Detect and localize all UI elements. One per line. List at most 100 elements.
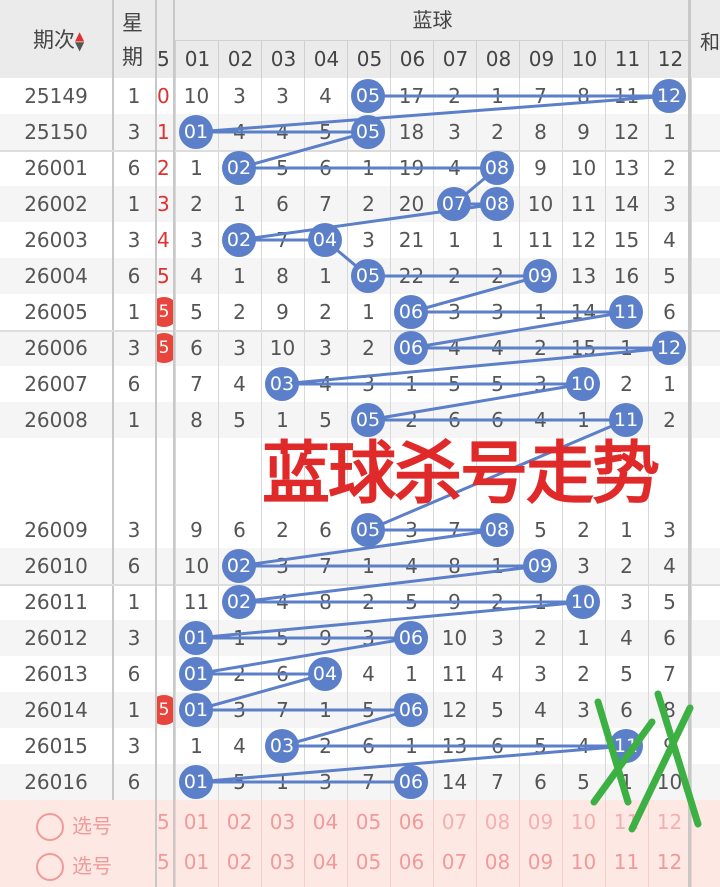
weekday: 6 (127, 662, 141, 686)
blue-ball[interactable]: 06 (394, 693, 428, 727)
miss-count: 6 (190, 336, 203, 360)
pick-number-02[interactable]: 02 (226, 850, 253, 874)
blue-ball[interactable]: 06 (394, 621, 428, 655)
column-divider (691, 0, 692, 800)
blue-ball[interactable]: 05 (351, 259, 385, 293)
table-row[interactable] (0, 222, 720, 258)
miss-count: 4 (319, 84, 332, 108)
column-divider (347, 800, 348, 887)
blue-ball[interactable]: 11 (609, 295, 643, 329)
blue-ball[interactable]: 06 (394, 295, 428, 329)
pick-number-10[interactable]: 10 (570, 810, 597, 834)
weekday: 6 (127, 770, 141, 794)
pick-number-06[interactable]: 06 (398, 810, 425, 834)
blue-ball[interactable]: 01 (179, 693, 213, 727)
blue-ball[interactable]: 06 (394, 765, 428, 799)
partial-value: 5 (157, 264, 170, 288)
blue-ball[interactable]: 08 (480, 187, 514, 221)
pick-number-02[interactable]: 02 (226, 810, 253, 834)
miss-count: 1 (405, 662, 418, 686)
pick-partial[interactable]: 5 (157, 810, 170, 834)
blue-ball[interactable]: 05 (351, 115, 385, 149)
pick-label[interactable]: 选号 (72, 854, 112, 878)
table-row[interactable] (0, 656, 720, 692)
pick-radio[interactable] (36, 853, 64, 881)
blue-ball[interactable]: 04 (308, 223, 342, 257)
blue-ball[interactable]: 05 (351, 403, 385, 437)
overlay-title: 蓝球杀号走势 (262, 435, 660, 514)
miss-count: 2 (362, 336, 375, 360)
issue-number: 26001 (24, 156, 88, 180)
x-mark-stroke (654, 690, 702, 828)
pick-number-05[interactable]: 05 (355, 810, 382, 834)
issue-number: 26011 (24, 590, 88, 614)
blue-ball[interactable]: 05 (351, 79, 385, 113)
issue-number: 26007 (24, 372, 88, 396)
blue-ball[interactable]: 02 (222, 585, 256, 619)
column-header-08: 08 (476, 40, 520, 78)
table-row[interactable] (0, 186, 720, 222)
pick-number-07[interactable]: 07 (441, 810, 468, 834)
blue-ball[interactable]: 09 (523, 549, 557, 583)
blue-ball[interactable]: 12 (652, 79, 686, 113)
blue-ball[interactable]: 01 (179, 115, 213, 149)
blue-ball[interactable]: 01 (179, 621, 213, 655)
miss-count: 12 (613, 120, 640, 144)
pick-number-09[interactable]: 09 (527, 850, 554, 874)
blue-ball[interactable]: 01 (179, 765, 213, 799)
weekday: 1 (127, 84, 141, 108)
pick-number-01[interactable]: 01 (183, 810, 210, 834)
blue-ball[interactable]: 02 (222, 223, 256, 257)
miss-count: 2 (276, 518, 289, 542)
pick-number-05[interactable]: 05 (355, 850, 382, 874)
pick-number-06[interactable]: 06 (398, 850, 425, 874)
pick-number-12[interactable]: 12 (656, 810, 683, 834)
issue-number: 26008 (24, 408, 88, 432)
blue-ball[interactable]: 07 (437, 187, 471, 221)
blue-ball[interactable]: 04 (308, 657, 342, 691)
sort-up-down-icon[interactable]: ▲ ▼ (75, 29, 85, 53)
pick-number-03[interactable]: 03 (269, 850, 296, 874)
pick-number-04[interactable]: 04 (312, 810, 339, 834)
trend-line (195, 672, 326, 712)
partial-column-cell: 1 (157, 114, 173, 150)
pick-label[interactable]: 选号 (72, 814, 112, 838)
miss-count: 3 (448, 120, 461, 144)
weekday-header: 星期 (122, 11, 143, 69)
pick-number-10[interactable]: 10 (570, 850, 597, 874)
miss-count: 1 (663, 372, 676, 396)
pick-number-04[interactable]: 04 (312, 850, 339, 874)
pick-number-09[interactable]: 09 (527, 810, 554, 834)
miss-count: 9 (190, 518, 203, 542)
blue-ball[interactable]: 09 (523, 259, 557, 293)
pick-partial[interactable]: 5 (157, 850, 170, 874)
column-header-03: 03 (261, 40, 305, 78)
miss-count: 13 (613, 156, 640, 180)
miss-count: 3 (491, 626, 504, 650)
blue-ball[interactable]: 11 (609, 403, 643, 437)
pick-radio[interactable] (36, 813, 64, 841)
blue-ball[interactable]: 03 (265, 367, 299, 401)
blue-ball[interactable]: 10 (566, 585, 600, 619)
column-divider (648, 800, 649, 887)
blue-ball[interactable]: 03 (265, 729, 299, 763)
pick-number-12[interactable]: 12 (656, 850, 683, 874)
blue-ball[interactable]: 08 (480, 151, 514, 185)
pick-number-01[interactable]: 01 (183, 850, 210, 874)
pick-number-08[interactable]: 08 (484, 810, 511, 834)
blue-ball[interactable]: 01 (179, 657, 213, 691)
blue-ball[interactable]: 02 (222, 549, 256, 583)
pick-number-03[interactable]: 03 (269, 810, 296, 834)
miss-count: 5 (190, 300, 203, 324)
blue-ball[interactable]: 05 (351, 513, 385, 547)
x-mark-stroke (590, 718, 656, 806)
pick-number-07[interactable]: 07 (441, 850, 468, 874)
blue-ball[interactable]: 06 (394, 331, 428, 365)
blue-ball[interactable]: 08 (480, 513, 514, 547)
issue-header[interactable]: 期次▲ ▼ (33, 24, 84, 54)
pick-number-11[interactable]: 11 (613, 850, 640, 874)
blue-ball[interactable]: 02 (222, 151, 256, 185)
pick-number-08[interactable]: 08 (484, 850, 511, 874)
blue-ball[interactable]: 10 (566, 367, 600, 401)
blue-ball[interactable]: 12 (652, 331, 686, 365)
